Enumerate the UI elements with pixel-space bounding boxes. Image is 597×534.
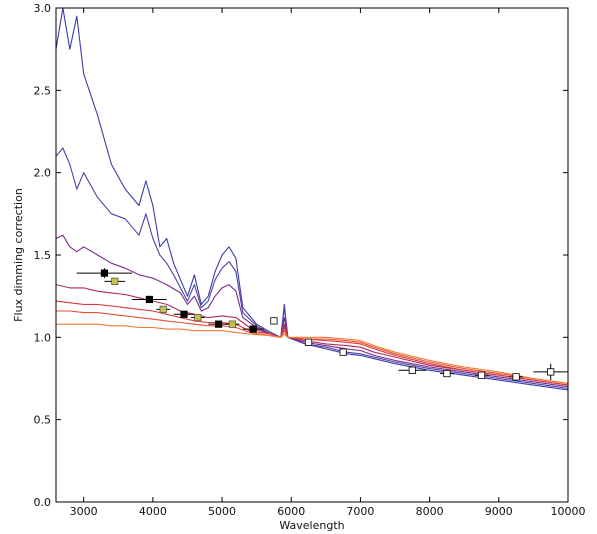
y-tick-label: 1.0 — [34, 331, 52, 344]
y-tick-label: 0.5 — [34, 414, 52, 427]
black-point-marker — [180, 310, 188, 318]
series-line-5 — [55, 300, 569, 386]
x-tick-label: 6000 — [277, 505, 305, 518]
y-ticks: 0.0 0.5 1.0 1.5 2.0 2.5 3.0 — [34, 2, 568, 509]
plot-area — [56, 8, 568, 502]
open-point-5 — [440, 369, 454, 378]
open-point-marker — [304, 338, 313, 346]
open-point-marker — [512, 373, 520, 381]
x-tick-label: 3000 — [70, 505, 98, 518]
open-point-7 — [509, 373, 524, 381]
series-line-4 — [55, 284, 569, 386]
black-point-marker — [100, 269, 109, 277]
x-tick-label: 9000 — [485, 505, 513, 518]
black-point-marker — [145, 295, 154, 304]
y-tick-label: 1.5 — [34, 249, 52, 262]
open-point-8 — [533, 363, 568, 381]
open-point-marker — [408, 366, 416, 374]
black-point-marker — [249, 325, 257, 333]
x-tick-label: 7000 — [346, 505, 374, 518]
open-point-marker — [547, 368, 555, 376]
series-line-2 — [55, 147, 569, 389]
x-axis-label: Wavelength — [279, 519, 344, 532]
yellow-point-marker — [159, 305, 167, 313]
open-point-marker — [477, 371, 486, 379]
yellow-point-marker — [194, 313, 202, 322]
open-point-1 — [270, 317, 278, 325]
series-layer — [55, 7, 569, 391]
black-point-1 — [76, 268, 133, 279]
yellow-point-marker — [228, 320, 237, 328]
series-line-6 — [56, 310, 569, 384]
y-tick-label: 2.0 — [34, 167, 52, 180]
open-point-marker — [339, 348, 347, 356]
black-point-5 — [242, 325, 264, 333]
open-point-marker — [270, 317, 278, 325]
y-tick-label: 2.5 — [34, 84, 52, 97]
black-point-3 — [173, 310, 195, 318]
open-point-2 — [304, 338, 313, 346]
yellow-point-3 — [190, 313, 205, 322]
x-tick-label: 5000 — [208, 505, 236, 518]
points-layer — [76, 268, 568, 381]
series-line-3 — [55, 234, 569, 388]
black-point-4 — [208, 320, 229, 328]
yellow-point-1 — [104, 277, 126, 285]
yellow-point-marker — [111, 277, 119, 285]
black-point-2 — [132, 295, 167, 304]
y-axis-label: Flux dimming correction — [12, 188, 25, 322]
open-point-4 — [398, 366, 427, 374]
yellow-point-2 — [156, 305, 171, 313]
open-point-6 — [474, 371, 489, 379]
black-point-marker — [214, 320, 223, 328]
y-tick-label: 3.0 — [34, 2, 52, 15]
x-tick-label: 8000 — [416, 505, 444, 518]
series-line-7 — [56, 323, 569, 384]
series-line-1 — [55, 7, 569, 391]
y-tick-label: 0.0 — [34, 496, 52, 509]
x-ticks: 3000 4000 5000 6000 7000 8000 9000 10000 — [70, 8, 586, 518]
open-point-marker — [443, 369, 451, 378]
x-tick-label: 4000 — [139, 505, 167, 518]
x-tick-label: 10000 — [551, 505, 586, 518]
open-point-3 — [339, 348, 347, 356]
